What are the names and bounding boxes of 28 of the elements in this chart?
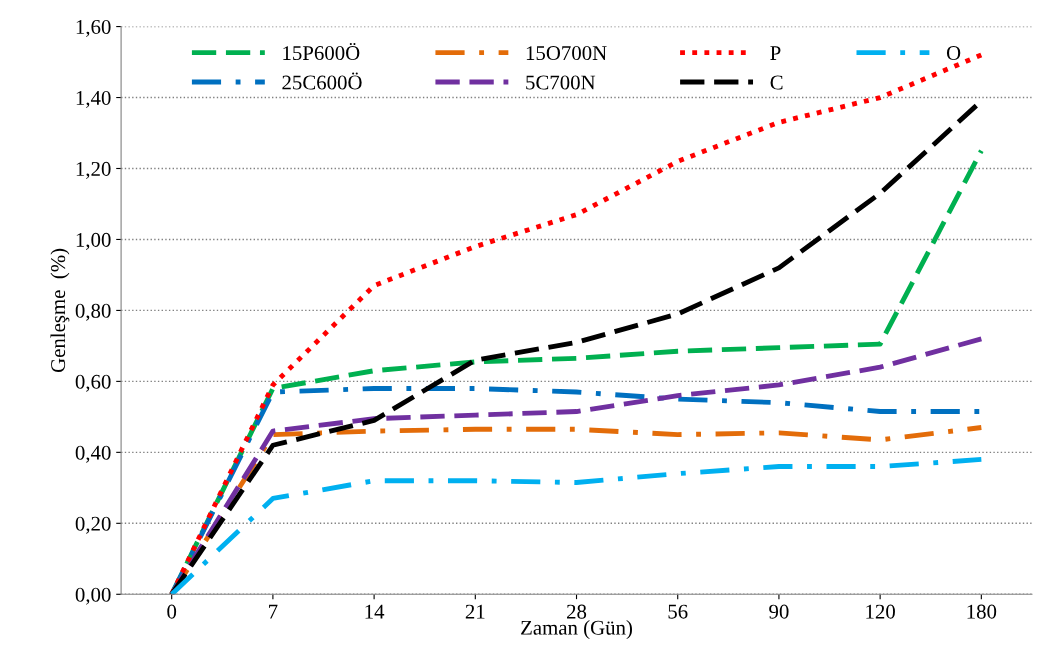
legend-label: 5C700N	[526, 75, 596, 90]
line-series	[169, 457, 984, 595]
legend-label: O	[946, 46, 961, 61]
x-tick-label: 90	[769, 604, 789, 619]
legend-label: 25C600Ö	[282, 72, 362, 90]
legend-label: P	[770, 46, 781, 60]
x-tick-label: 0	[167, 604, 177, 619]
x-tick-label: 7	[269, 604, 278, 619]
x-axis-title: Zaman (Gün)	[521, 620, 632, 640]
legend-label: C	[770, 75, 783, 90]
x-tick-label: 21	[465, 604, 485, 619]
y-tick-label: 1,00	[76, 232, 111, 250]
x-tick-label: 56	[668, 604, 688, 619]
y-tick-label: 0,60	[75, 374, 111, 392]
y-tick-label: 1,40	[76, 90, 111, 108]
y-tick-label: 0,40	[75, 445, 111, 463]
y-tick-label: 1,60	[76, 19, 111, 37]
y-tick-label: 0,20	[75, 516, 111, 534]
legend-label: 15P600Ö	[283, 42, 360, 61]
legend-label: 15O700N	[526, 46, 607, 61]
x-tick-label: 28	[567, 604, 587, 619]
x-tick-label: 14	[365, 604, 385, 619]
y-axis-title: Genleşme (%)	[50, 248, 70, 373]
x-tick-label: 120	[866, 604, 895, 619]
x-tick-label: 180	[967, 604, 997, 619]
y-tick-label: 1,20	[76, 161, 111, 179]
y-tick-label: 0,80	[75, 303, 111, 321]
y-tick-label: 0,00	[75, 587, 111, 605]
